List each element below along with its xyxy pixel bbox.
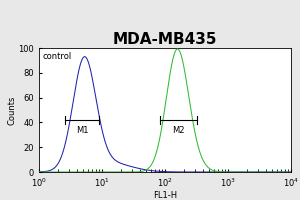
Y-axis label: Counts: Counts <box>8 95 17 125</box>
Title: MDA-MB435: MDA-MB435 <box>113 32 217 47</box>
Text: M2: M2 <box>172 126 184 135</box>
Text: M1: M1 <box>76 126 88 135</box>
X-axis label: FL1-H: FL1-H <box>153 191 177 200</box>
Text: control: control <box>42 52 71 61</box>
